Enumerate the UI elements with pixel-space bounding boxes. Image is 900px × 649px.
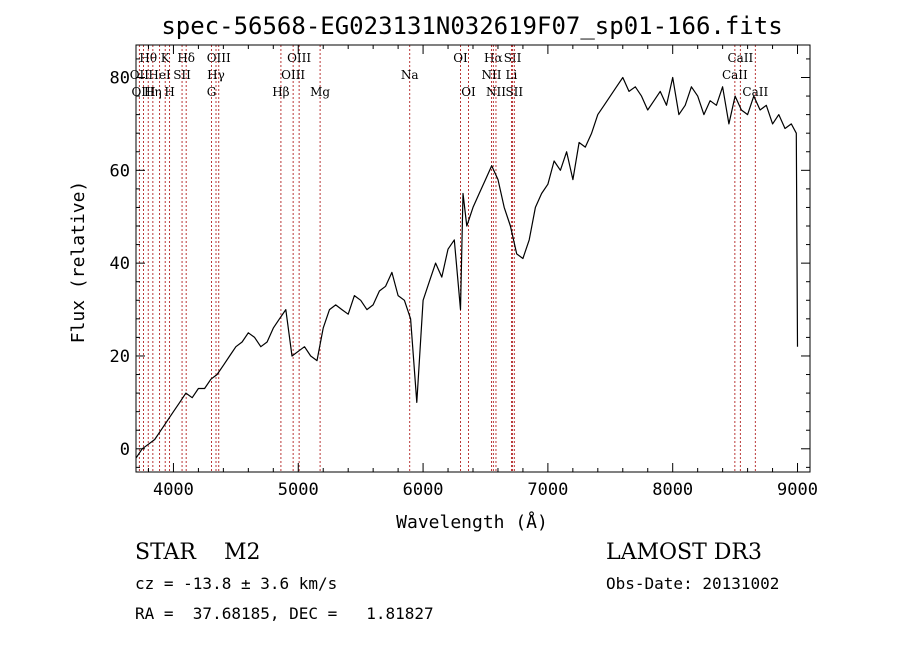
x-tick-label-2: 6000 [403,480,444,500]
line-label-22: SII [504,51,522,65]
y-tick-label-2: 40 [110,254,130,274]
x-tick-label-4: 8000 [652,480,693,500]
line-label-6: H [164,85,174,99]
line-label-20: NII [481,68,501,82]
line-label-9: OIII [207,51,231,65]
line-label-19: Hα [484,51,503,65]
line-label-4: HeI [148,68,171,82]
line-label-5: Hη [144,85,162,99]
x-tick-label-3: 7000 [527,480,568,500]
chart-title: spec-56568-EG023131N032619F07_sp01-166.f… [161,12,782,40]
y-axis-label: Flux (relative) [68,181,89,344]
line-label-12: OIII [287,51,311,65]
x-tick-label-1: 5000 [278,480,319,500]
plot-area: Hθ OII OIII K HeI Hη H SII Hδ OIII Hγ G OIII OIII Hβ Mg… [110,44,818,500]
line-label-24: SII [505,85,523,99]
redshift-cz: cz = -13.8 ± 3.6 km/s [135,574,338,593]
y-tick-label-4: 80 [110,68,130,88]
line-label-17: OI [453,51,468,65]
line-label-10: Hγ [207,68,225,82]
line-label-13: OIII [281,68,305,82]
line-label-16: Na [401,68,419,82]
object-class: STAR M2 [135,540,261,565]
line-label-7: SII [173,68,191,82]
x-tick-label-5: 9000 [777,480,818,500]
plot-frame [135,44,811,473]
line-label-21: NII [486,85,506,99]
line-label-11: G [207,85,217,99]
y-tick-label-3: 60 [110,161,130,181]
line-label-15: Mg [310,85,330,99]
spectrum-line [135,76,799,459]
line-label-27: CaII [742,85,768,99]
survey-name: LAMOST DR3 [606,540,762,565]
ra-dec: RA = 37.68185, DEC = 1.81827 [135,604,434,623]
x-axis-label: Wavelength (Å) [396,511,548,533]
y-tick-label-0: 0 [120,440,130,460]
line-label-26: CaII [722,68,748,82]
line-label-18: OI [461,85,476,99]
line-label-1: OII [130,68,150,82]
line-label-25: CaII [727,51,753,65]
line-label-14: Hβ [272,85,289,99]
x-tick-label-0: 4000 [153,480,194,500]
line-label-23: Li [506,68,518,82]
line-label-0: Hθ [139,51,157,65]
obs-date: Obs-Date: 20131002 [606,574,780,593]
line-label-3: K [161,51,171,65]
line-label-8: Hδ [177,51,195,65]
line-label-2: OIII [131,85,155,99]
y-tick-label-1: 20 [110,347,130,367]
